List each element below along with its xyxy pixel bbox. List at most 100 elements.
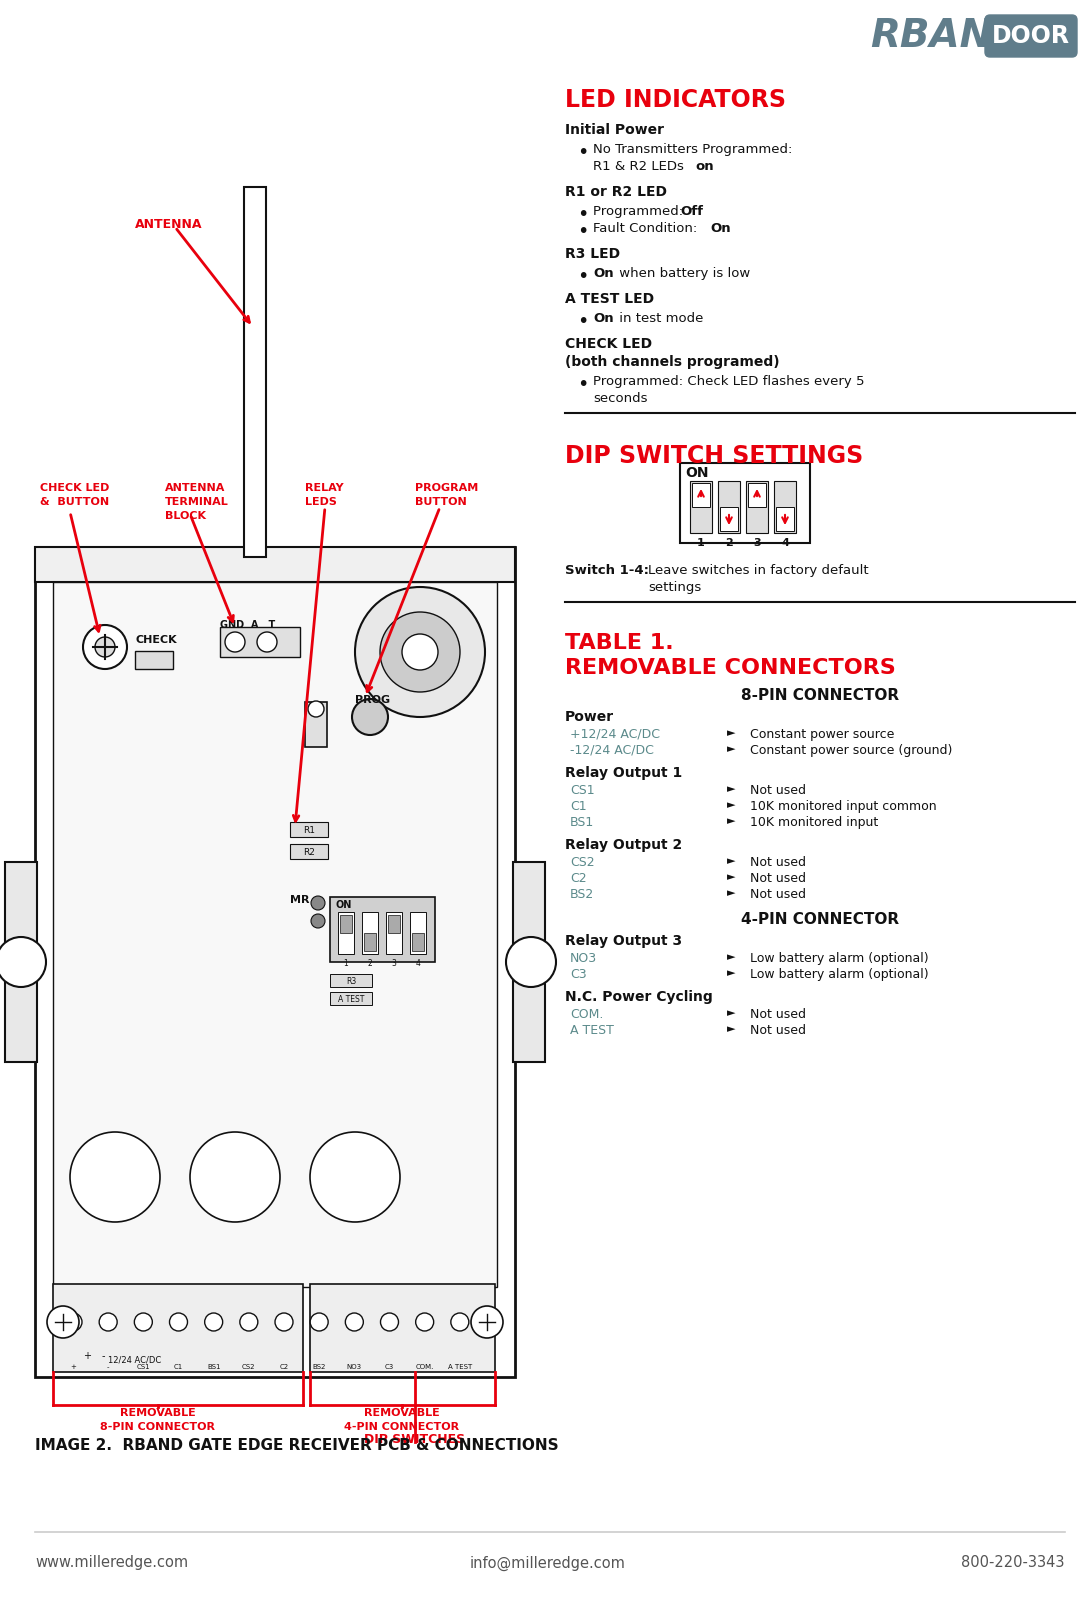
Text: On: On	[594, 312, 613, 325]
Text: 8-PIN CONNECTOR: 8-PIN CONNECTOR	[100, 1421, 216, 1432]
Circle shape	[169, 1313, 188, 1331]
Text: DOOR: DOOR	[992, 24, 1070, 48]
Text: when battery is low: when battery is low	[615, 267, 751, 280]
Bar	[746, 482, 768, 534]
Circle shape	[506, 937, 556, 987]
Bar	[718, 482, 740, 534]
Text: No Transmitters Programmed:: No Transmitters Programmed:	[594, 143, 792, 156]
Text: R1 or R2 LED: R1 or R2 LED	[565, 185, 667, 199]
Text: Not used: Not used	[750, 1024, 806, 1037]
Text: BUTTON: BUTTON	[415, 497, 467, 506]
Text: LEDS: LEDS	[305, 497, 337, 506]
Text: settings: settings	[648, 580, 702, 593]
Text: RBAND: RBAND	[870, 18, 1024, 55]
Bar	[338, 913, 353, 955]
Circle shape	[70, 1133, 160, 1223]
Circle shape	[275, 1313, 293, 1331]
Text: C3: C3	[385, 1363, 394, 1369]
Text: N.C. Power Cycling: N.C. Power Cycling	[565, 990, 712, 1003]
Text: Relay Output 2: Relay Output 2	[565, 837, 682, 852]
Text: A TEST: A TEST	[570, 1024, 614, 1037]
Text: -: -	[107, 1363, 109, 1369]
Text: •: •	[577, 143, 588, 162]
Text: -: -	[101, 1350, 105, 1360]
Circle shape	[257, 633, 277, 652]
Text: Not used: Not used	[750, 855, 806, 868]
Text: ►: ►	[727, 815, 735, 826]
Circle shape	[190, 1133, 280, 1223]
Bar	[748, 484, 766, 508]
Text: ►: ►	[727, 784, 735, 794]
Bar	[310, 1284, 495, 1372]
Text: DIP SWITCHES: DIP SWITCHES	[364, 1432, 466, 1445]
Text: CS1: CS1	[570, 784, 595, 797]
Text: •: •	[577, 204, 588, 223]
Bar	[388, 916, 400, 934]
Bar	[290, 844, 328, 860]
Text: R3: R3	[346, 977, 356, 985]
Bar	[340, 916, 352, 934]
Text: REMOVABLE CONNECTORS: REMOVABLE CONNECTORS	[565, 657, 896, 678]
Text: PROG: PROG	[355, 694, 391, 704]
Text: info@milleredge.com: info@milleredge.com	[470, 1554, 626, 1570]
Text: 1: 1	[697, 538, 705, 548]
Circle shape	[95, 638, 115, 657]
Text: ►: ►	[727, 855, 735, 866]
Text: On: On	[710, 222, 731, 235]
Bar	[290, 823, 328, 837]
Text: MR: MR	[290, 895, 310, 905]
Text: CS2: CS2	[570, 855, 595, 868]
Text: 12/24 AC/DC: 12/24 AC/DC	[108, 1355, 161, 1364]
Text: Switch 1-4:: Switch 1-4:	[565, 564, 654, 577]
Text: &  BUTTON: & BUTTON	[40, 497, 109, 506]
Text: Initial Power: Initial Power	[565, 122, 664, 137]
Bar	[220, 628, 300, 657]
Text: (both channels programed): (both channels programed)	[565, 355, 780, 368]
Text: A TEST: A TEST	[447, 1363, 472, 1369]
Text: Low battery alarm (optional): Low battery alarm (optional)	[750, 967, 928, 980]
Bar	[53, 1284, 303, 1372]
Circle shape	[308, 702, 324, 718]
Text: C2: C2	[570, 871, 587, 884]
Text: in test mode: in test mode	[615, 312, 704, 325]
Text: R2: R2	[303, 848, 315, 857]
Text: BS1: BS1	[207, 1363, 220, 1369]
Text: +12/24 AC/DC: +12/24 AC/DC	[570, 728, 660, 741]
Text: +: +	[70, 1363, 76, 1369]
Text: +: +	[83, 1350, 91, 1360]
Text: 3: 3	[392, 958, 396, 967]
Text: •: •	[577, 312, 588, 331]
Text: ON: ON	[685, 466, 708, 480]
Text: ►: ►	[727, 1024, 735, 1033]
Bar	[362, 913, 377, 955]
Bar	[774, 482, 796, 534]
Text: Not used: Not used	[750, 887, 806, 900]
Text: Relay Output 3: Relay Output 3	[565, 934, 682, 948]
Circle shape	[401, 635, 437, 670]
Text: seconds: seconds	[594, 392, 647, 405]
Text: ►: ►	[727, 967, 735, 977]
Bar	[5, 863, 37, 1062]
Text: Not used: Not used	[750, 784, 806, 797]
Bar	[776, 508, 794, 532]
Text: CS2: CS2	[242, 1363, 255, 1369]
Circle shape	[0, 937, 46, 987]
Text: Constant power source: Constant power source	[750, 728, 895, 741]
Text: 3: 3	[753, 538, 760, 548]
Text: ►: ►	[727, 800, 735, 810]
Text: 4-PIN CONNECTOR: 4-PIN CONNECTOR	[741, 911, 899, 926]
Text: COM.: COM.	[570, 1008, 603, 1020]
Circle shape	[416, 1313, 433, 1331]
Text: ►: ►	[727, 887, 735, 897]
Text: www.milleredge.com: www.milleredge.com	[35, 1554, 188, 1570]
Text: Relay Output 1: Relay Output 1	[565, 765, 682, 779]
Text: CS1: CS1	[136, 1363, 151, 1369]
Text: Fault Condition:: Fault Condition:	[594, 222, 702, 235]
Text: 8-PIN CONNECTOR: 8-PIN CONNECTOR	[741, 688, 899, 702]
Text: on: on	[695, 161, 714, 174]
Text: Low battery alarm (optional): Low battery alarm (optional)	[750, 951, 928, 964]
Text: DIP SWITCH SETTINGS: DIP SWITCH SETTINGS	[565, 444, 863, 468]
Circle shape	[310, 1313, 328, 1331]
Text: REMOVABLE: REMOVABLE	[364, 1408, 440, 1417]
Bar	[692, 484, 710, 508]
